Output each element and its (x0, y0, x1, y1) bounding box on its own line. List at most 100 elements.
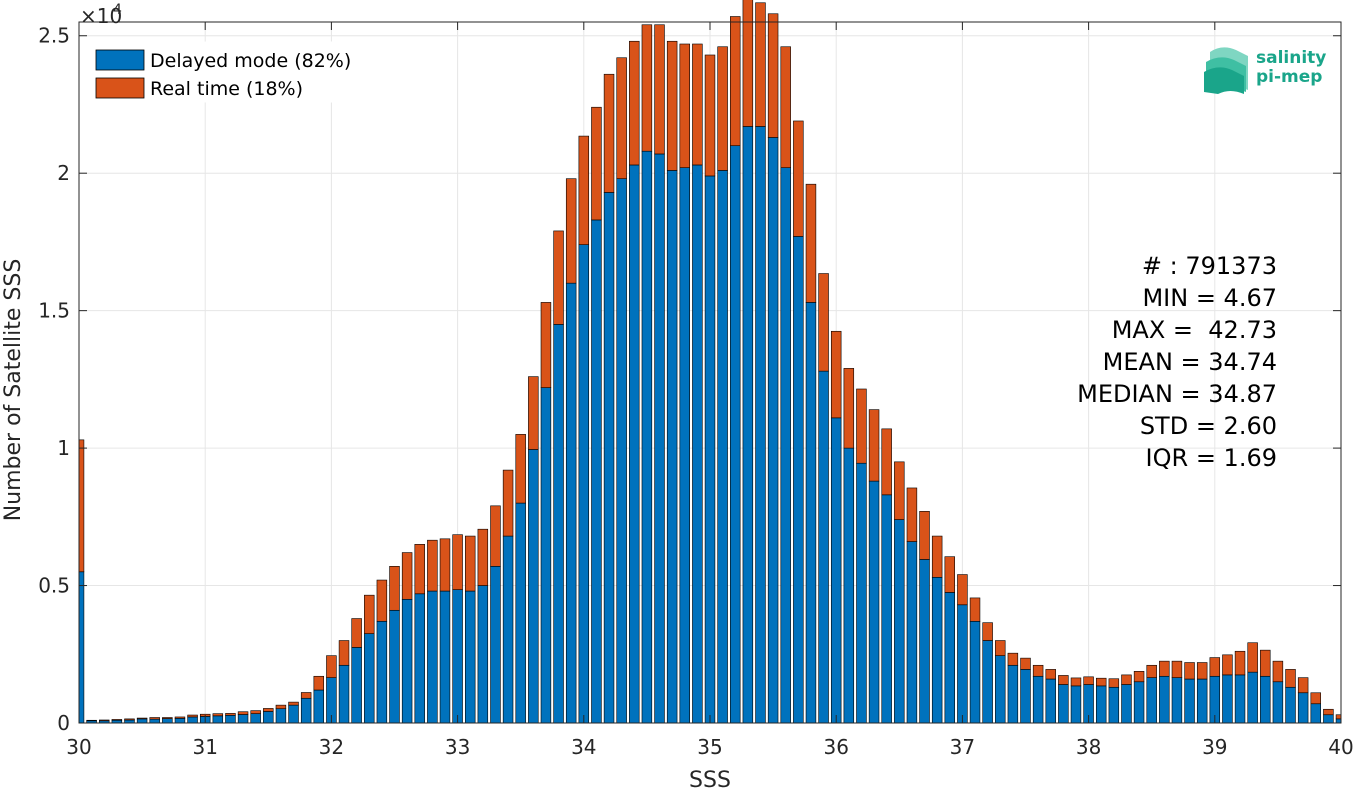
bar-series (78, 0, 1342, 724)
bar-real-time (288, 701, 299, 706)
stat-mean: MEAN = 34.74 (1103, 348, 1277, 376)
bar-real-time (742, 0, 754, 127)
bar-real-time (944, 556, 956, 593)
bar-real-time (225, 713, 236, 716)
bar-real-time (99, 719, 110, 722)
bar-real-time (414, 544, 425, 595)
bar-real-time (856, 388, 867, 464)
stat-count: # : 791373 (1142, 252, 1277, 280)
bar-real-time (212, 713, 224, 717)
bar-real-time (78, 439, 85, 573)
bar-real-time (401, 552, 413, 600)
bar-delayed-mode (1070, 685, 1082, 724)
x-tick-label: 38 (1076, 735, 1101, 759)
bar-delayed-mode (439, 590, 451, 724)
bar-real-time (679, 43, 690, 168)
legend-swatch-realtime (95, 77, 145, 99)
waves-icon (1204, 47, 1248, 94)
bar-delayed-mode (288, 704, 299, 724)
bar-delayed-mode (401, 598, 413, 724)
bar-real-time (1272, 660, 1284, 683)
bar-real-time (1146, 664, 1157, 678)
bar-delayed-mode (351, 647, 362, 724)
bar-delayed-mode (957, 604, 968, 724)
bar-real-time (957, 574, 968, 606)
bar-real-time (1083, 676, 1094, 685)
bar-real-time (1260, 649, 1271, 677)
bar-real-time (1323, 708, 1334, 716)
bar-real-time (540, 302, 552, 388)
bar-real-time (906, 487, 918, 542)
salinity-pimep-logo: salinity pi-mep (1204, 47, 1326, 94)
bar-delayed-mode (490, 566, 501, 724)
bar-real-time (1310, 692, 1321, 705)
bar-real-time (1058, 675, 1069, 685)
bar-delayed-mode (1020, 669, 1031, 724)
bar-real-time (237, 711, 249, 715)
bar-delayed-mode (515, 502, 526, 724)
bar-real-time (149, 717, 160, 720)
y-tick-label: 0 (57, 711, 70, 735)
bar-delayed-mode (1184, 678, 1195, 724)
bar-delayed-mode (894, 519, 905, 724)
bar-real-time (477, 528, 489, 586)
bar-real-time (843, 368, 855, 449)
bar-real-time (376, 579, 388, 622)
y-tick-label: 0.5 (38, 574, 70, 598)
y-tick-label: 1.5 (38, 299, 70, 323)
bar-real-time (1007, 652, 1019, 666)
bar-delayed-mode (982, 640, 993, 724)
bar-delayed-mode (528, 449, 539, 724)
bar-delayed-mode (793, 236, 804, 724)
bar-delayed-mode (149, 718, 160, 724)
bar-delayed-mode (944, 592, 956, 724)
bar-delayed-mode (376, 620, 388, 724)
bar-delayed-mode (1247, 671, 1258, 724)
bar-real-time (830, 330, 842, 419)
bar-real-time (515, 434, 526, 504)
bar-delayed-mode (414, 593, 425, 724)
bar-delayed-mode (250, 713, 261, 724)
bar-delayed-mode (730, 145, 741, 724)
bar-real-time (1171, 660, 1183, 678)
bar-real-time (629, 40, 640, 166)
bar-delayed-mode (1095, 685, 1107, 724)
bar-real-time (793, 120, 804, 237)
y-tick-label: 1 (57, 436, 70, 460)
bar-real-time (1159, 660, 1170, 677)
bar-delayed-mode (1335, 718, 1342, 724)
bar-delayed-mode (540, 387, 552, 724)
bar-delayed-mode (603, 192, 615, 724)
bar-real-time (263, 708, 274, 712)
bar-real-time (427, 539, 438, 592)
bar-real-time (1196, 662, 1208, 680)
bar-delayed-mode (591, 219, 602, 724)
stat-std: STD = 2.60 (1140, 412, 1277, 440)
bar-delayed-mode (868, 480, 880, 724)
bar-real-time (704, 54, 716, 177)
bar-real-time (1209, 657, 1221, 677)
bar-delayed-mode (553, 324, 564, 724)
bar-real-time (1121, 674, 1132, 685)
bar-delayed-mode (906, 541, 918, 724)
bar-delayed-mode (1058, 684, 1069, 724)
bar-delayed-mode (1045, 678, 1056, 724)
legend: Delayed mode (82%) Real time (18%) (89, 41, 387, 103)
bar-real-time (439, 538, 451, 592)
bar-delayed-mode (578, 244, 590, 724)
bar-delayed-mode (856, 462, 867, 724)
bar-delayed-mode (1108, 686, 1120, 724)
bar-real-time (1247, 642, 1258, 673)
bar-real-time (1184, 662, 1195, 680)
bar-real-time (1045, 669, 1056, 680)
y-tick-label: 2 (57, 161, 70, 185)
bar-delayed-mode (742, 126, 754, 724)
bar-delayed-mode (1260, 675, 1271, 724)
bar-real-time (174, 716, 186, 719)
x-tick-label: 32 (319, 735, 344, 759)
bar-delayed-mode (263, 711, 274, 724)
y-axis-label: Number of Satellite SSS (1, 259, 26, 522)
bar-real-time (982, 622, 993, 641)
bar-real-time (666, 40, 678, 171)
bar-real-time (1297, 677, 1309, 694)
